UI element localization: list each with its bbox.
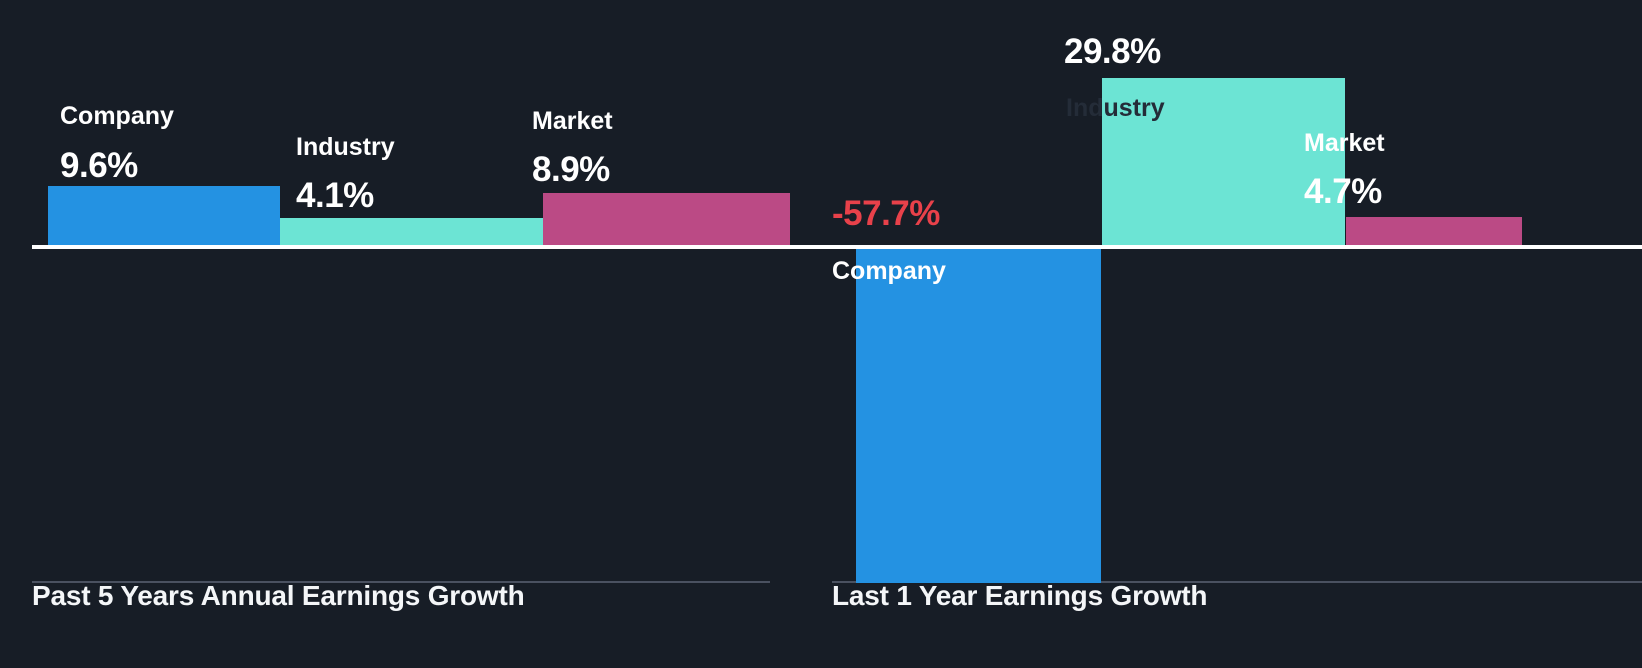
- plot-area-left: Company 9.6% Industry 4.1% Market 8.9%: [0, 0, 806, 583]
- panel-separator-right: [832, 581, 1642, 583]
- bar-label-industry-right: Industry: [1066, 94, 1165, 122]
- bar-industry-right[interactable]: [1102, 78, 1345, 248]
- bar-label-market-right: Market: [1304, 129, 1385, 157]
- bar-value-industry-left: 4.1%: [296, 176, 374, 215]
- chart-caption-last-1-year: Last 1 Year Earnings Growth: [832, 580, 1208, 611]
- bar-label-market-left: Market: [532, 107, 613, 135]
- bar-value-company-right: -57.7%: [832, 194, 940, 233]
- bar-label-company-right: Company: [832, 257, 946, 285]
- plot-area-right: -57.7% Company 29.8% Industry Market 4.7…: [806, 0, 1642, 583]
- zero-axis-line-left: [32, 245, 806, 249]
- bar-value-company-left: 9.6%: [60, 146, 138, 185]
- bar-value-market-right: 4.7%: [1304, 172, 1382, 211]
- chart-caption-past-5-years: Past 5 Years Annual Earnings Growth: [32, 580, 525, 611]
- chart-panel-last-1-year: -57.7% Company 29.8% Industry Market 4.7…: [806, 0, 1642, 668]
- zero-axis-line-right: [806, 245, 1642, 249]
- bar-value-market-left: 8.9%: [532, 150, 610, 189]
- bar-label-industry-left: Industry: [296, 133, 395, 161]
- chart-panel-past-5-years: Company 9.6% Industry 4.1% Market 8.9% P…: [0, 0, 806, 668]
- bar-market-right[interactable]: [1346, 217, 1522, 248]
- bar-company-left[interactable]: [48, 186, 280, 248]
- bar-company-right[interactable]: [856, 248, 1101, 583]
- panel-separator-left: [32, 581, 770, 583]
- bar-value-industry-right: 29.8%: [1064, 32, 1161, 71]
- bar-market-left[interactable]: [543, 193, 790, 248]
- bar-industry-left[interactable]: [280, 218, 543, 248]
- bar-label-company-left: Company: [60, 102, 174, 130]
